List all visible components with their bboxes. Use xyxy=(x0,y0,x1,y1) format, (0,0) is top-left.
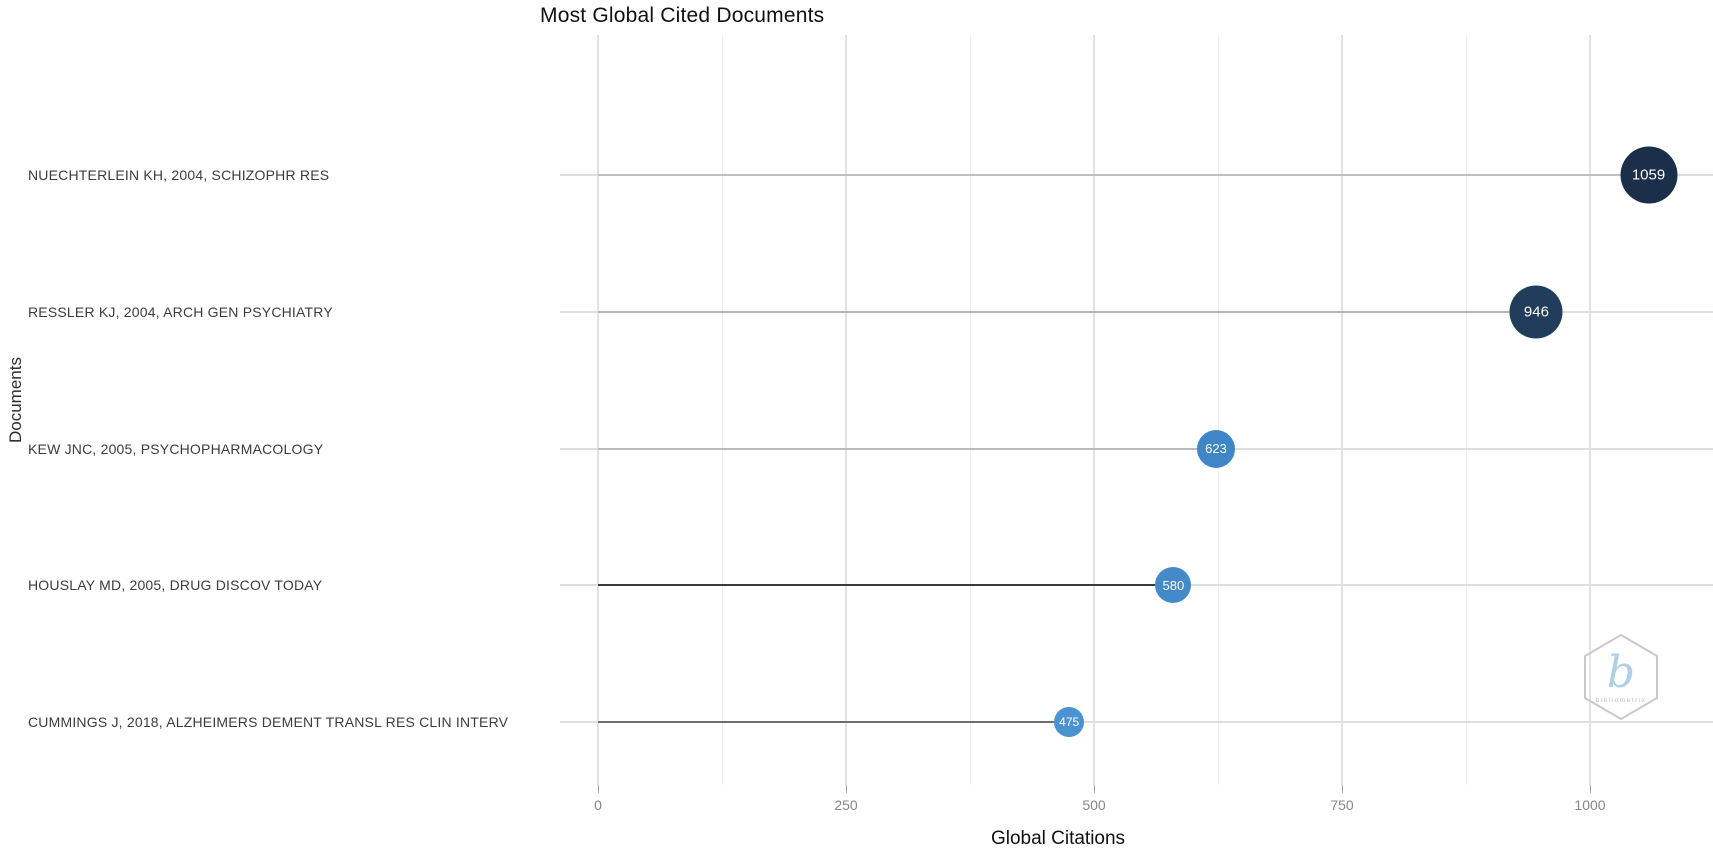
lollipop-dot: 1059 xyxy=(1620,146,1678,204)
dot-value-label: 623 xyxy=(1205,441,1227,456)
x-tick-label: 250 xyxy=(834,797,858,813)
watermark-letter: b xyxy=(1607,647,1635,698)
x-axis-tickmark xyxy=(846,785,847,793)
lollipop-stem xyxy=(598,447,1217,450)
y-axis-document-label: KEW JNC, 2005, PSYCHOPHARMACOLOGY xyxy=(28,440,324,457)
lollipop-stem xyxy=(598,584,1174,587)
x-tick-label: 500 xyxy=(1082,797,1106,813)
gridline-vertical-major xyxy=(1341,35,1343,785)
gridline-vertical-minor xyxy=(970,35,971,785)
dot-value-label: 475 xyxy=(1059,715,1080,729)
lollipop-stem xyxy=(598,310,1537,313)
x-axis-title: Global Citations xyxy=(990,828,1126,849)
gridline-horizontal xyxy=(560,721,1713,723)
hexagon-outline xyxy=(1584,633,1658,721)
lollipop-dot: 623 xyxy=(1197,429,1236,468)
lollipop-stem xyxy=(598,721,1070,723)
lollipop-dot: 946 xyxy=(1509,285,1563,339)
y-axis-document-label: NUECHTERLEIN KH, 2004, SCHIZOPHR RES xyxy=(28,167,330,183)
y-axis-title: Documents xyxy=(6,357,25,443)
x-tick-label: 1000 xyxy=(1574,797,1606,813)
lollipop-dot: 475 xyxy=(1054,707,1085,737)
watermark-caption: bibliometrix xyxy=(1596,697,1647,704)
gridline-vertical-major xyxy=(1093,35,1095,785)
gridline-vertical-major xyxy=(597,35,599,785)
gridline-vertical-major xyxy=(1589,35,1591,785)
lollipop-dot: 580 xyxy=(1155,567,1192,604)
y-axis-document-label: RESSLER KJ, 2004, ARCH GEN PSYCHIATRY xyxy=(28,303,333,320)
chart-title: Most Global Cited Documents xyxy=(540,4,825,27)
y-axis-document-label: HOUSLAY MD, 2005, DRUG DISCOV TODAY xyxy=(28,577,323,594)
dot-value-label: 1059 xyxy=(1631,166,1666,184)
gridline-vertical-minor xyxy=(1218,35,1219,785)
lollipop-stem xyxy=(598,174,1649,176)
x-tick-label: 0 xyxy=(594,797,602,813)
x-axis-tickmark xyxy=(1342,785,1343,793)
dot-value-label: 946 xyxy=(1523,303,1549,321)
x-axis-tickmark xyxy=(1590,785,1591,793)
bibliometrix-watermark-logo: b bibliometrix xyxy=(1584,633,1658,721)
x-axis-tickmark xyxy=(598,785,599,793)
x-tick-label: 750 xyxy=(1330,797,1354,813)
gridline-vertical-major xyxy=(845,35,847,785)
y-axis-document-label: CUMMINGS J, 2018, ALZHEIMERS DEMENT TRAN… xyxy=(28,714,509,730)
dot-value-label: 580 xyxy=(1162,577,1185,593)
x-axis-tickmark xyxy=(1094,785,1095,793)
gridline-vertical-minor xyxy=(1466,35,1467,785)
gridline-vertical-minor xyxy=(722,35,723,785)
